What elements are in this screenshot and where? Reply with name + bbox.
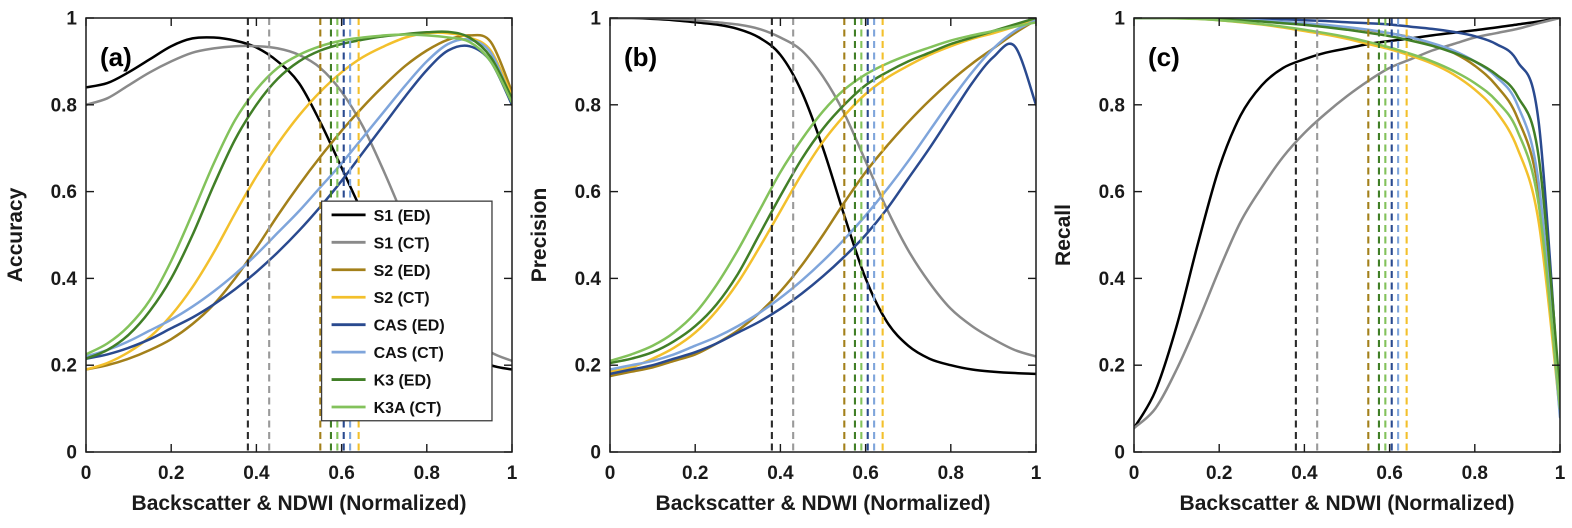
x-tick-label: 1 — [1555, 463, 1566, 484]
legend-item-label: CAS (CT) — [374, 345, 444, 362]
y-tick-label: 0.4 — [1099, 269, 1126, 290]
series-line-cas-ed — [86, 44, 512, 360]
y-tick-label: 0 — [590, 443, 601, 464]
legend-item-label: S1 (CT) — [374, 235, 430, 252]
x-tick-label: 0.4 — [243, 463, 270, 484]
panel-letter: (b) — [624, 42, 657, 72]
x-tick-label: 1 — [1031, 463, 1042, 484]
legend-item-label: S2 (ED) — [374, 263, 431, 280]
y-tick-label: 0.2 — [51, 356, 77, 377]
x-tick-label: 0.8 — [1462, 463, 1488, 484]
legend-box — [320, 200, 493, 422]
y-tick-label: 0.4 — [575, 269, 602, 290]
chart-precision: 0 0.2 0.4 0.6 0.8 1 0 0.2 0.4 0.6 0.8 1 Precision B… — [528, 9, 1042, 516]
y-tick-label: 0.6 — [575, 182, 601, 203]
y-axis-label: Accuracy — [4, 187, 27, 282]
axes-box — [85, 17, 513, 453]
x-tick-label: 0.4 — [767, 463, 794, 484]
chart-accuracy: 0 0.2 0.4 0.6 0.8 1 0 0.2 0.4 0.6 0.8 1 S1 (ED) S1 (C… — [4, 9, 518, 516]
panel-c: 0 0.2 0.4 0.6 0.8 1 0 0.2 0.4 0.6 0.8 1 Recall Back… — [1048, 0, 1572, 528]
chart-recall: 0 0.2 0.4 0.6 0.8 1 0 0.2 0.4 0.6 0.8 1 Recall Back… — [1052, 9, 1566, 516]
x-tick-label: 0.6 — [852, 463, 878, 484]
series-line-cas-ct — [86, 38, 512, 358]
y-tick-label: 0.4 — [51, 269, 78, 290]
legend-item-label: S2 (CT) — [374, 290, 430, 307]
x-tick-label: 0 — [605, 463, 616, 484]
axes-box — [1133, 17, 1561, 453]
y-tick-label: 1 — [1114, 9, 1125, 30]
x-tick-label: 0.6 — [328, 463, 354, 484]
panel-a: 0 0.2 0.4 0.6 0.8 1 0 0.2 0.4 0.6 0.8 1 S1 (ED) S1 (C… — [0, 0, 524, 528]
x-tick-label: 0.6 — [1376, 463, 1402, 484]
series-line-k3a-ct — [610, 21, 1036, 363]
x-tick-label: 0.8 — [414, 463, 440, 484]
legend-item-label: K3 (ED) — [374, 373, 432, 390]
y-tick-label: 0.6 — [1099, 182, 1125, 203]
x-tick-label: 0 — [1129, 463, 1140, 484]
plot-area — [1134, 18, 1560, 452]
series-line-s1-ed — [1134, 18, 1560, 430]
axes-box — [609, 17, 1037, 453]
legend-item-label: S1 (ED) — [374, 208, 431, 225]
y-tick-label: 0.6 — [51, 182, 77, 203]
series-line-s2-ed — [610, 18, 1036, 378]
y-tick-label: 0.2 — [575, 356, 601, 377]
series-line-s1-ct — [1134, 18, 1560, 430]
legend: S1 (ED) S1 (CT) S2 (ED) S2 (CT) CAS (ED) CAS … — [320, 200, 493, 422]
x-axis-label: Backscatter & NDWI (Normalized) — [132, 492, 467, 515]
x-tick-label: 0.2 — [1206, 463, 1232, 484]
y-tick-label: 0.8 — [51, 95, 77, 116]
series-line-s1-ed — [610, 18, 1036, 376]
legend-item-label: CAS (ED) — [374, 318, 445, 335]
x-tick-label: 1 — [507, 463, 518, 484]
x-tick-label: 0 — [81, 463, 92, 484]
series-line-cas-ed — [1134, 18, 1560, 410]
series-line-k3a-ct — [86, 33, 512, 356]
series-line-k3a-ct — [1134, 18, 1560, 410]
series-line-cas-ed — [610, 42, 1036, 376]
y-tick-label: 1 — [66, 9, 77, 30]
y-tick-label: 0.8 — [1099, 95, 1125, 116]
series-line-s1-ct — [610, 18, 1036, 358]
y-tick-label: 0.2 — [1099, 356, 1125, 377]
y-axis-label: Recall — [1052, 204, 1075, 266]
panel-b: 0 0.2 0.4 0.6 0.8 1 0 0.2 0.4 0.6 0.8 1 Precision B… — [524, 0, 1048, 528]
x-tick-label: 0.8 — [938, 463, 964, 484]
panel-letter: (c) — [1148, 42, 1180, 72]
y-axis-label: Precision — [528, 188, 551, 283]
x-tick-label: 0.2 — [158, 463, 184, 484]
series-line-s2-ct — [610, 18, 1036, 373]
series-line-k3-ed — [86, 30, 512, 360]
y-tick-label: 1 — [590, 9, 601, 30]
x-tick-label: 0.4 — [1291, 463, 1318, 484]
series-line-k3-ed — [610, 18, 1036, 365]
series-line-cas-ct — [610, 18, 1036, 371]
y-tick-label: 0.8 — [575, 95, 601, 116]
y-tick-label: 0 — [1114, 443, 1125, 464]
x-axis-label: Backscatter & NDWI (Normalized) — [1180, 492, 1515, 515]
x-tick-label: 0.2 — [682, 463, 708, 484]
legend-item-label: K3A (CT) — [374, 400, 442, 417]
panel-letter: (a) — [100, 42, 132, 72]
series-line-s2-ed — [86, 33, 512, 371]
x-axis-label: Backscatter & NDWI (Normalized) — [656, 492, 991, 515]
y-tick-label: 0 — [66, 443, 77, 464]
